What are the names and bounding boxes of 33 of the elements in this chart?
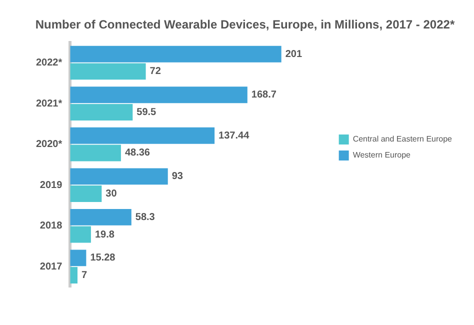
data-label: 72 — [150, 66, 162, 78]
data-label: 59.5 — [136, 106, 157, 118]
bar — [70, 46, 282, 62]
chart-title: Number of Connected Wearable Devices, Europe, in Millions, 2017 - 2022* — [35, 18, 455, 32]
bar — [70, 186, 102, 202]
y-tick-label: 2017 — [40, 261, 63, 272]
bar — [70, 144, 121, 162]
bar — [70, 208, 132, 226]
legend-label: Western Europe — [352, 150, 412, 160]
data-label: 137.44 — [218, 130, 250, 142]
data-label: 30 — [106, 188, 118, 200]
bar — [70, 127, 215, 144]
bar — [70, 267, 78, 284]
y-tick-label: 2020* — [36, 139, 62, 150]
data-label: 168.7 — [251, 90, 277, 101]
data-label: 201 — [285, 48, 302, 60]
data-label: 19.8 — [94, 229, 115, 240]
y-tick-label: 2018 — [40, 220, 63, 232]
data-label: 15.28 — [90, 252, 116, 264]
bar — [70, 63, 146, 80]
data-label: 48.36 — [124, 148, 150, 159]
bar — [70, 226, 91, 243]
bar — [70, 104, 133, 120]
bar — [70, 86, 248, 104]
bar — [70, 250, 86, 266]
data-label: 7 — [81, 270, 88, 282]
y-tick-label: 2019 — [40, 180, 63, 191]
y-tick-label: 2021* — [36, 98, 62, 110]
legend-label: Central and Eastern Europe — [352, 134, 453, 144]
bar — [70, 168, 168, 185]
data-label: 58.3 — [135, 212, 156, 223]
y-tick-label: 2022* — [36, 58, 62, 69]
data-label: 93 — [172, 171, 184, 182]
